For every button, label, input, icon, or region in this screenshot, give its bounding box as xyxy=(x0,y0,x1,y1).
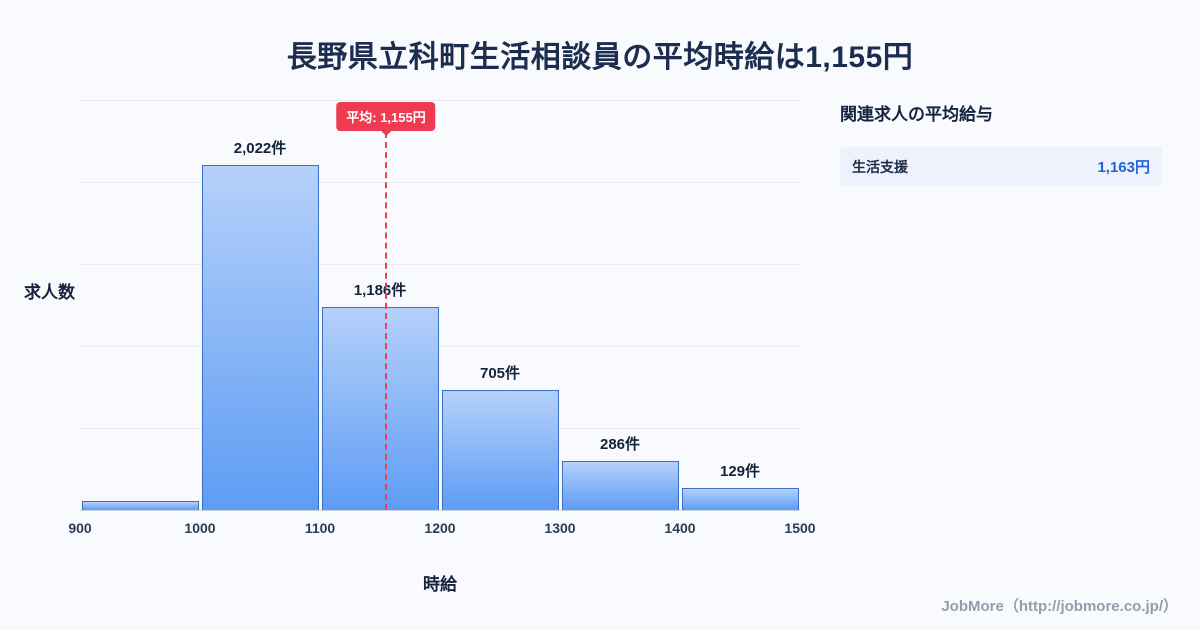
related-jobs-title: 関連求人の平均給与 xyxy=(840,105,993,124)
related-jobs-panel: 関連求人の平均給与 生活支援 1,163円 xyxy=(840,100,1162,194)
page-title: 長野県立科町生活相談員の平均時給は1,155円 xyxy=(286,41,914,74)
bar-value-label: 2,022件 xyxy=(233,139,287,157)
related-jobs-list: 生活支援 1,163円 xyxy=(840,147,1162,186)
average-badge: 平均: 1,155円 xyxy=(336,102,436,131)
x-axis-ticks: 900 1000 1100 1200 1300 1400 1500 xyxy=(68,520,815,540)
bar-value-label: 129件 xyxy=(719,462,761,480)
x-tick-label: 1300 xyxy=(544,520,576,536)
histogram-bar xyxy=(201,164,319,510)
plot-area: 平均: 1,155円 2,022件 1,186件 705件 286件 129件 xyxy=(80,100,800,511)
histogram-bar xyxy=(441,389,559,510)
bar-value-label: 705件 xyxy=(479,364,521,382)
y-axis-label: 求人数 xyxy=(24,283,75,302)
histogram-bar xyxy=(681,487,799,510)
related-job-row: 生活支援 1,163円 xyxy=(840,147,1162,186)
histogram-bar xyxy=(561,461,679,510)
x-tick-label: 1000 xyxy=(184,520,216,536)
x-tick-label: 1500 xyxy=(784,520,816,536)
bar-value-label: 286件 xyxy=(599,436,641,454)
footer-credit: JobMore（http://jobmore.co.jp/） xyxy=(941,598,1178,615)
related-job-label: 生活支援 xyxy=(852,158,908,175)
related-job-value: 1,163円 xyxy=(1097,159,1150,176)
histogram-bar xyxy=(321,307,439,510)
x-tick-label: 1200 xyxy=(424,520,456,536)
x-axis-label: 時給 xyxy=(423,575,457,594)
x-tick-label: 1400 xyxy=(664,520,696,536)
average-line xyxy=(385,132,387,510)
bar-value-label: 1,186件 xyxy=(353,282,407,300)
x-tick-label: 900 xyxy=(68,520,92,536)
x-tick-label: 1100 xyxy=(304,520,336,536)
histogram-bar xyxy=(81,501,199,510)
